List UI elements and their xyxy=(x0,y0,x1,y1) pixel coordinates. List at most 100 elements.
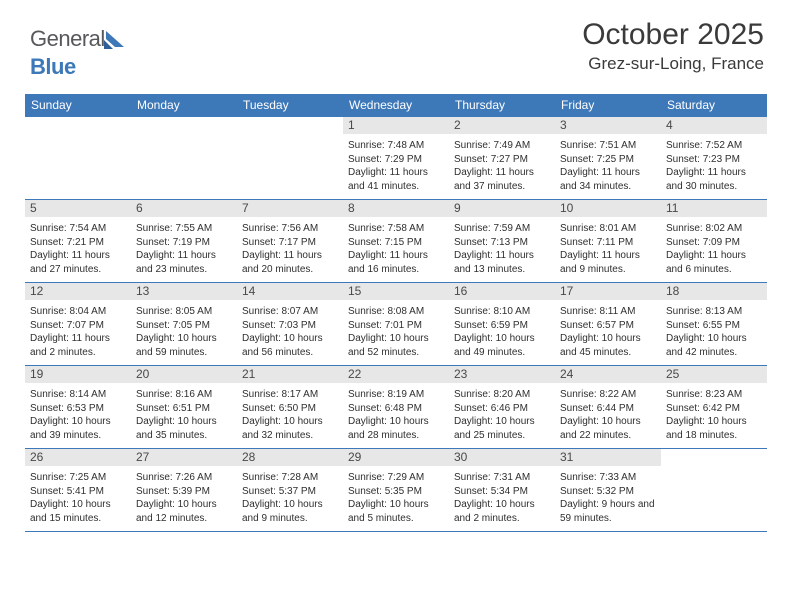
sun-info: Sunrise: 7:31 AMSunset: 5:34 PMDaylight:… xyxy=(454,471,550,525)
day-number: 1 xyxy=(343,117,449,134)
calendar-day-cell: 23 Sunrise: 8:20 AMSunset: 6:46 PMDayligh… xyxy=(449,366,555,449)
calendar-empty-cell xyxy=(25,117,131,200)
calendar-day-cell: 3 Sunrise: 7:51 AMSunset: 7:25 PMDaylight… xyxy=(555,117,661,200)
weekday-header: Wednesday xyxy=(343,94,449,117)
calendar-day-cell: 14Sunrise: 8:07 AMSunset: 7:03 PMDayligh… xyxy=(237,283,343,366)
sun-info: Sunrise: 8:11 AMSunset: 6:57 PMDaylight:… xyxy=(560,305,656,359)
calendar-day-cell: 1 Sunrise: 7:48 AMSunset: 7:29 PMDaylight… xyxy=(343,117,449,200)
sun-info: Sunrise: 8:05 AMSunset: 7:05 PMDaylight:… xyxy=(136,305,232,359)
calendar-day-cell: 9 Sunrise: 7:59 AMSunset: 7:13 PMDaylight… xyxy=(449,200,555,283)
day-number: 28 xyxy=(237,449,343,466)
sun-info: Sunrise: 7:59 AMSunset: 7:13 PMDaylight:… xyxy=(454,222,550,276)
sun-info: Sunrise: 8:07 AMSunset: 7:03 PMDaylight:… xyxy=(242,305,338,359)
brand-mark-icon xyxy=(104,31,126,54)
sun-info: Sunrise: 8:20 AMSunset: 6:46 PMDaylight:… xyxy=(454,388,550,442)
sun-info: Sunrise: 7:26 AMSunset: 5:39 PMDaylight:… xyxy=(136,471,232,525)
calendar-day-cell: 16 Sunrise: 8:10 AMSunset: 6:59 PMDayligh… xyxy=(449,283,555,366)
day-number: 20 xyxy=(131,366,237,383)
calendar-day-cell: 15Sunrise: 8:08 AMSunset: 7:01 PMDayligh… xyxy=(343,283,449,366)
day-number: 26 xyxy=(25,449,131,466)
sun-info: Sunrise: 7:25 AMSunset: 5:41 PMDaylight:… xyxy=(30,471,126,525)
sun-info: Sunrise: 8:19 AMSunset: 6:48 PMDaylight:… xyxy=(348,388,444,442)
sun-info: Sunrise: 8:16 AMSunset: 6:51 PMDaylight:… xyxy=(136,388,232,442)
day-number: 25 xyxy=(661,366,767,383)
calendar-table: SundayMondayTuesdayWednesdayThursdayFrid… xyxy=(25,94,767,532)
day-number: 12 xyxy=(25,283,131,300)
day-number: 21 xyxy=(237,366,343,383)
calendar-day-cell: 29 Sunrise: 7:29 AMSunset: 5:35 PMDayligh… xyxy=(343,449,449,532)
sun-info: Sunrise: 7:51 AMSunset: 7:25 PMDaylight:… xyxy=(560,139,656,193)
brand-blue: Blue xyxy=(30,54,76,79)
day-number: 6 xyxy=(131,200,237,217)
day-number: 2 xyxy=(449,117,555,134)
calendar-day-cell: 20 Sunrise: 8:16 AMSunset: 6:51 PMDayligh… xyxy=(131,366,237,449)
day-number: 19 xyxy=(25,366,131,383)
day-number: 13 xyxy=(131,283,237,300)
sun-info: Sunrise: 8:02 AMSunset: 7:09 PMDaylight:… xyxy=(666,222,762,276)
weekday-header: Monday xyxy=(131,94,237,117)
calendar-day-cell: 18Sunrise: 8:13 AMSunset: 6:55 PMDayligh… xyxy=(661,283,767,366)
day-number: 9 xyxy=(449,200,555,217)
calendar-header-row: SundayMondayTuesdayWednesdayThursdayFrid… xyxy=(25,94,767,117)
sun-info: Sunrise: 8:14 AMSunset: 6:53 PMDaylight:… xyxy=(30,388,126,442)
sun-info: Sunrise: 8:08 AMSunset: 7:01 PMDaylight:… xyxy=(348,305,444,359)
weekday-header: Tuesday xyxy=(237,94,343,117)
day-number: 7 xyxy=(237,200,343,217)
calendar-day-cell: 17 Sunrise: 8:11 AMSunset: 6:57 PMDayligh… xyxy=(555,283,661,366)
calendar-day-cell: 10 Sunrise: 8:01 AMSunset: 7:11 PMDayligh… xyxy=(555,200,661,283)
sun-info: Sunrise: 8:13 AMSunset: 6:55 PMDaylight:… xyxy=(666,305,762,359)
sun-info: Sunrise: 7:28 AMSunset: 5:37 PMDaylight:… xyxy=(242,471,338,525)
calendar-day-cell: 11 Sunrise: 8:02 AMSunset: 7:09 PMDayligh… xyxy=(661,200,767,283)
day-number: 3 xyxy=(555,117,661,134)
day-number: 31 xyxy=(555,449,661,466)
calendar-day-cell: 21 Sunrise: 8:17 AMSunset: 6:50 PMDayligh… xyxy=(237,366,343,449)
weekday-header: Saturday xyxy=(661,94,767,117)
calendar-day-cell: 19 Sunrise: 8:14 AMSunset: 6:53 PMDayligh… xyxy=(25,366,131,449)
calendar-empty-cell xyxy=(237,117,343,200)
brand-general: General xyxy=(30,26,105,51)
day-number: 23 xyxy=(449,366,555,383)
day-number: 27 xyxy=(131,449,237,466)
day-number: 22 xyxy=(343,366,449,383)
brand-logo: General Blue xyxy=(30,26,126,80)
weekday-header: Sunday xyxy=(25,94,131,117)
day-number: 29 xyxy=(343,449,449,466)
calendar-day-cell: 22 Sunrise: 8:19 AMSunset: 6:48 PMDayligh… xyxy=(343,366,449,449)
sun-info: Sunrise: 8:01 AMSunset: 7:11 PMDaylight:… xyxy=(560,222,656,276)
day-number: 11 xyxy=(661,200,767,217)
sun-info: Sunrise: 8:23 AMSunset: 6:42 PMDaylight:… xyxy=(666,388,762,442)
sun-info: Sunrise: 8:04 AMSunset: 7:07 PMDaylight:… xyxy=(30,305,126,359)
sun-info: Sunrise: 8:22 AMSunset: 6:44 PMDaylight:… xyxy=(560,388,656,442)
calendar-day-cell: 5Sunrise: 7:54 AMSunset: 7:21 PMDaylight… xyxy=(25,200,131,283)
day-number: 16 xyxy=(449,283,555,300)
sun-info: Sunrise: 7:54 AMSunset: 7:21 PMDaylight:… xyxy=(30,222,126,276)
calendar-day-cell: 6Sunrise: 7:55 AMSunset: 7:19 PMDaylight… xyxy=(131,200,237,283)
location-subtitle: Grez-sur-Loing, France xyxy=(28,54,764,74)
calendar-day-cell: 26 Sunrise: 7:25 AMSunset: 5:41 PMDayligh… xyxy=(25,449,131,532)
day-number: 17 xyxy=(555,283,661,300)
calendar-day-cell: 30 Sunrise: 7:31 AMSunset: 5:34 PMDayligh… xyxy=(449,449,555,532)
day-number: 10 xyxy=(555,200,661,217)
calendar-day-cell: 13 Sunrise: 8:05 AMSunset: 7:05 PMDayligh… xyxy=(131,283,237,366)
calendar-day-cell: 31Sunrise: 7:33 AMSunset: 5:32 PMDayligh… xyxy=(555,449,661,532)
sun-info: Sunrise: 8:17 AMSunset: 6:50 PMDaylight:… xyxy=(242,388,338,442)
day-number: 30 xyxy=(449,449,555,466)
calendar-day-cell: 12 Sunrise: 8:04 AMSunset: 7:07 PMDayligh… xyxy=(25,283,131,366)
sun-info: Sunrise: 8:10 AMSunset: 6:59 PMDaylight:… xyxy=(454,305,550,359)
sun-info: Sunrise: 7:29 AMSunset: 5:35 PMDaylight:… xyxy=(348,471,444,525)
sun-info: Sunrise: 7:58 AMSunset: 7:15 PMDaylight:… xyxy=(348,222,444,276)
calendar-empty-cell xyxy=(131,117,237,200)
calendar-day-cell: 24Sunrise: 8:22 AMSunset: 6:44 PMDayligh… xyxy=(555,366,661,449)
month-title: October 2025 xyxy=(28,18,764,52)
sun-info: Sunrise: 7:49 AMSunset: 7:27 PMDaylight:… xyxy=(454,139,550,193)
weekday-header: Thursday xyxy=(449,94,555,117)
sun-info: Sunrise: 7:48 AMSunset: 7:29 PMDaylight:… xyxy=(348,139,444,193)
calendar-day-cell: 2 Sunrise: 7:49 AMSunset: 7:27 PMDaylight… xyxy=(449,117,555,200)
calendar-empty-cell xyxy=(661,449,767,532)
day-number: 4 xyxy=(661,117,767,134)
calendar-day-cell: 8 Sunrise: 7:58 AMSunset: 7:15 PMDaylight… xyxy=(343,200,449,283)
calendar-day-cell: 28 Sunrise: 7:28 AMSunset: 5:37 PMDayligh… xyxy=(237,449,343,532)
calendar-day-cell: 7 Sunrise: 7:56 AMSunset: 7:17 PMDaylight… xyxy=(237,200,343,283)
sun-info: Sunrise: 7:56 AMSunset: 7:17 PMDaylight:… xyxy=(242,222,338,276)
day-number: 8 xyxy=(343,200,449,217)
